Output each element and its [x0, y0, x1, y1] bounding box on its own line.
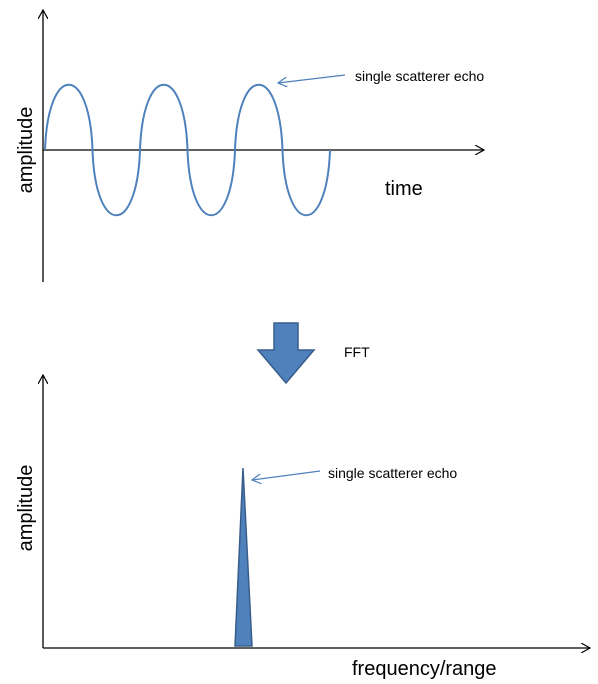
annotation-arrow	[252, 470, 321, 480]
peak	[234, 467, 253, 647]
transform-label: FFT	[344, 344, 370, 360]
bottom-panel: single scatterer echo frequency/range am…	[15, 375, 590, 680]
x-label: frequency/range	[352, 658, 497, 680]
transform: FFT	[256, 322, 370, 385]
x-label: time	[385, 178, 423, 200]
annotation: single scatterer echo	[355, 68, 484, 84]
top-panel: single scatterer echo time amplitude	[15, 10, 484, 282]
sine-wave	[44, 84, 331, 216]
y-label: amplitude	[15, 107, 37, 194]
annotation-arrow	[278, 74, 346, 83]
block-arrow	[256, 322, 316, 385]
annotation: single scatterer echo	[328, 465, 457, 481]
y-label: amplitude	[15, 465, 37, 552]
